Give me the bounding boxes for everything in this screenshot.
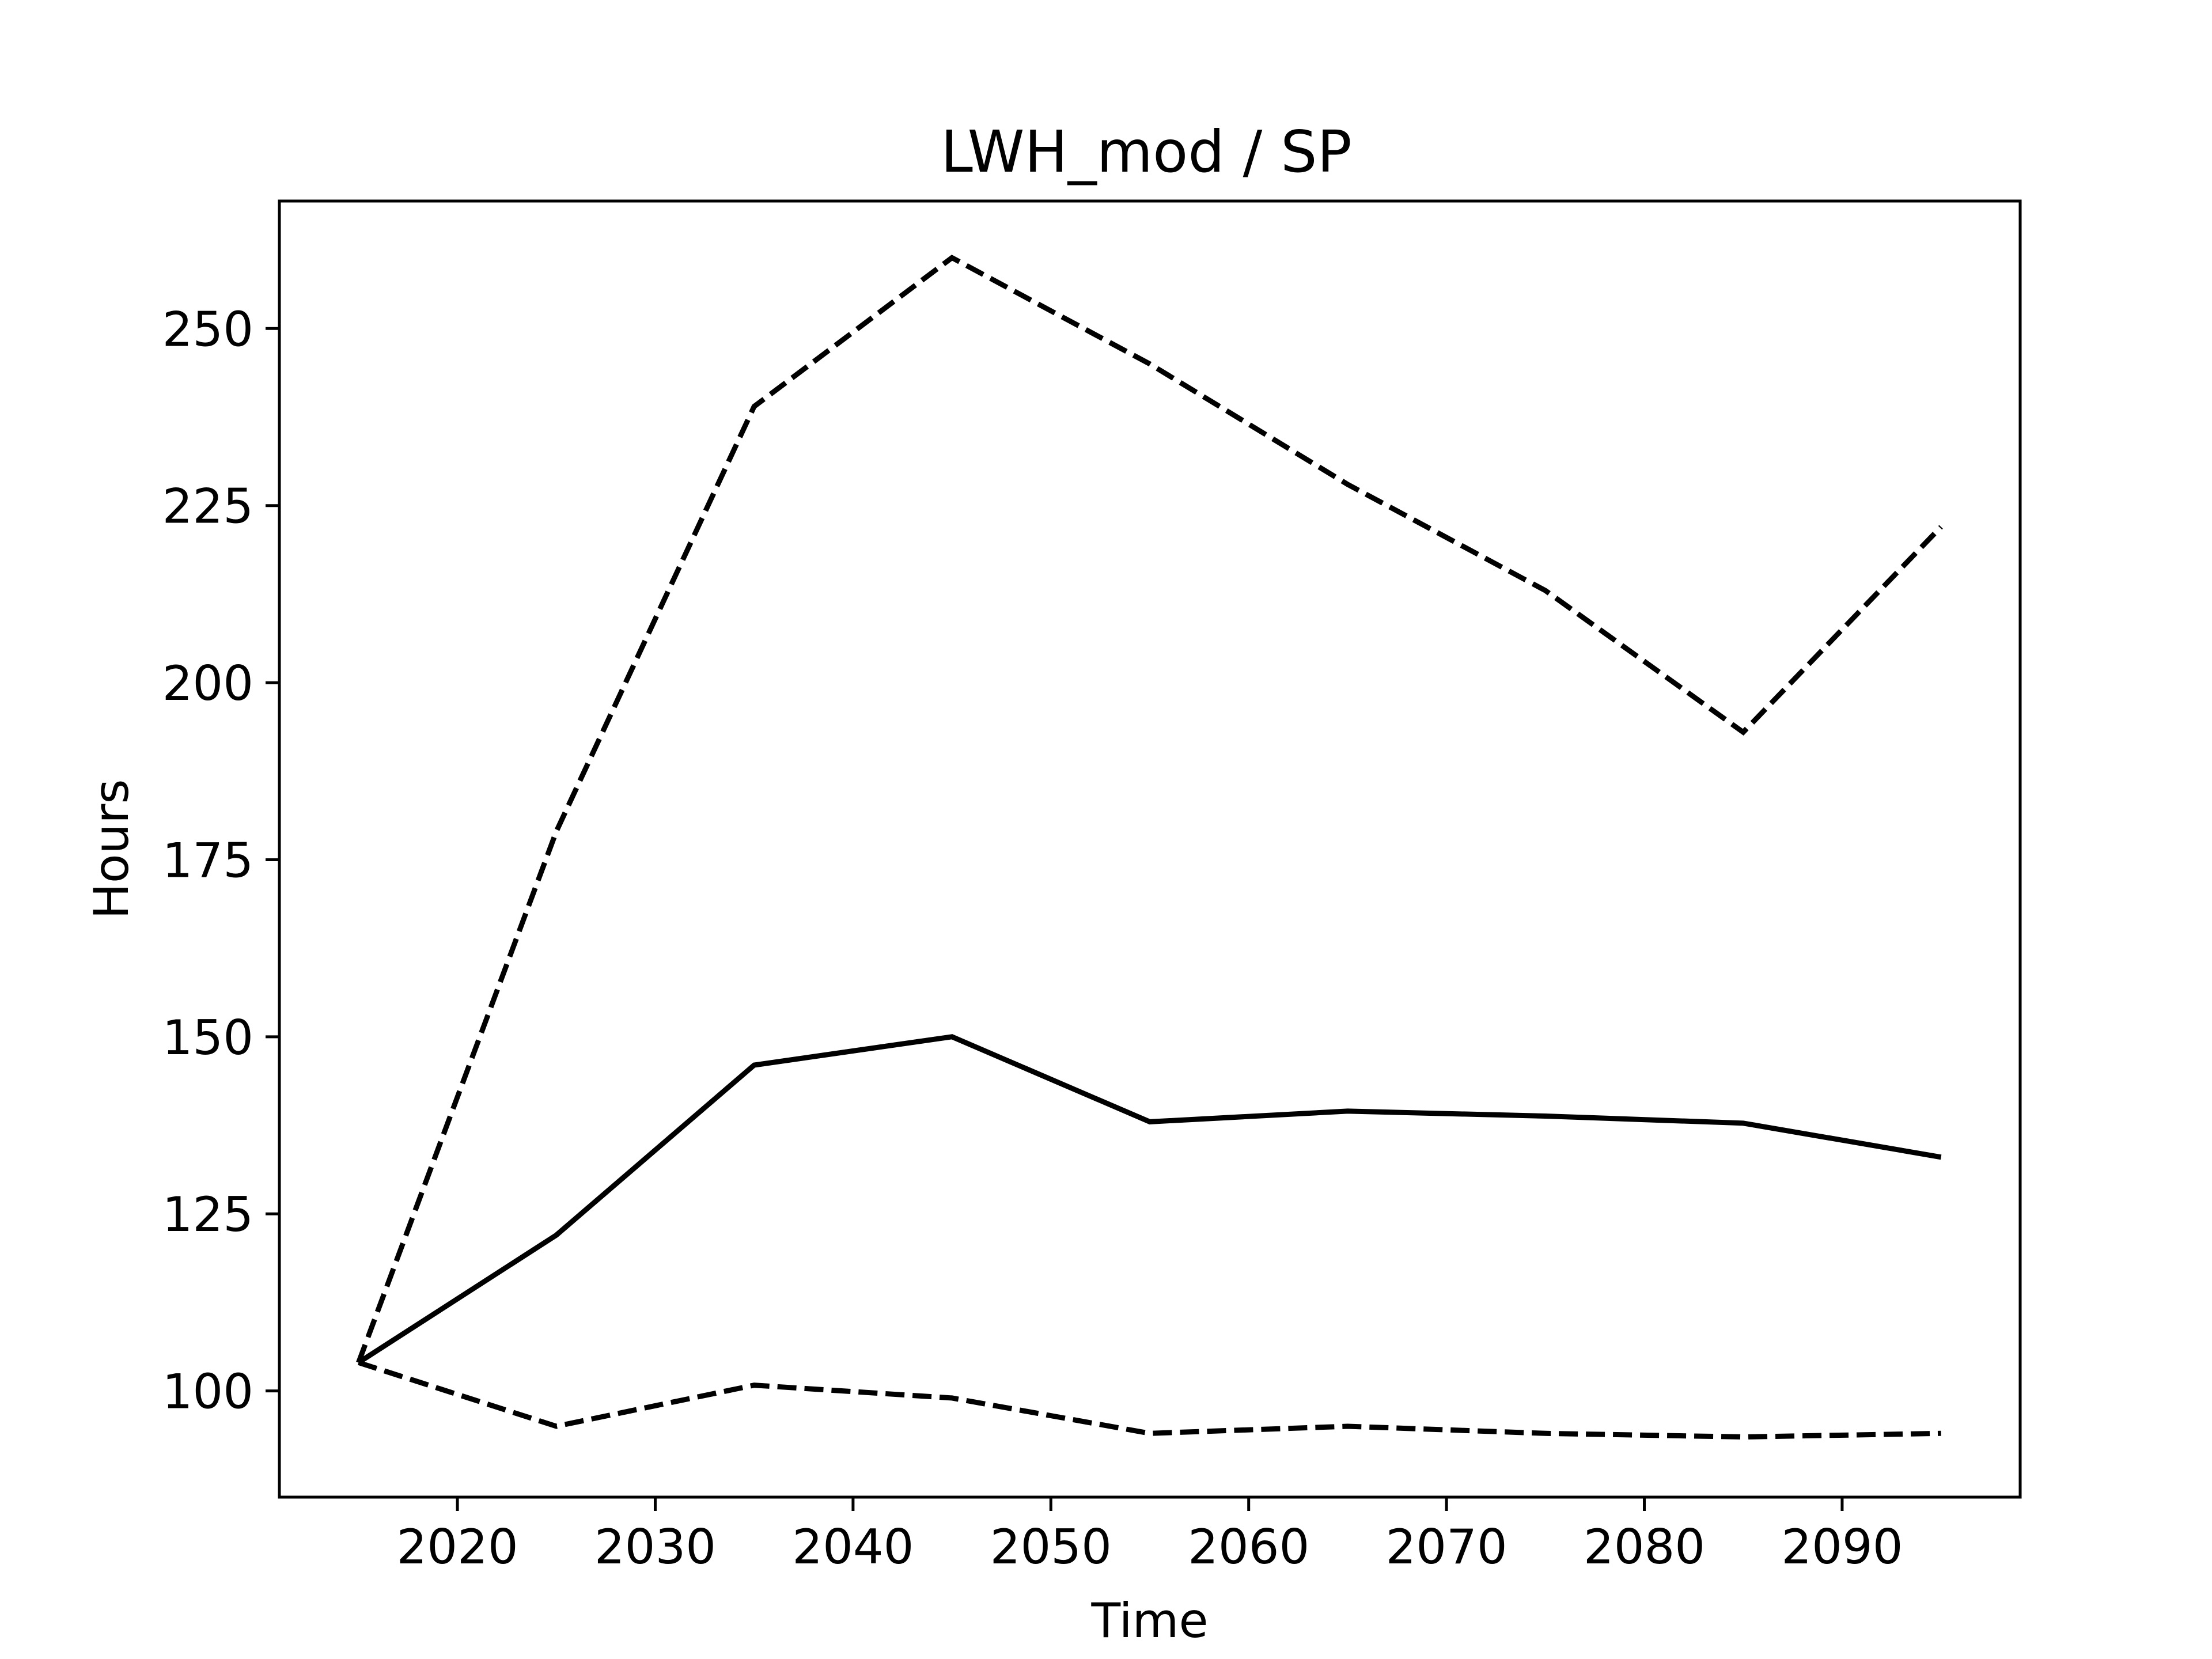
y-axis-label: Hours: [84, 779, 139, 919]
x-tick-label: 2030: [594, 1519, 716, 1575]
x-axis-label: Time: [1090, 1593, 1208, 1649]
x-tick-label: 2090: [1781, 1519, 1903, 1575]
x-tick-label: 2070: [1385, 1519, 1507, 1575]
plot-area-frame: [278, 199, 2022, 1499]
y-tick-label: 175: [162, 832, 253, 888]
x-tick-label: 2060: [1188, 1519, 1309, 1575]
upper-dashed-series-line: [356, 255, 1943, 1363]
x-tick-label: 2040: [792, 1519, 914, 1575]
y-tick-label: 225: [162, 479, 253, 535]
y-axis-ticks: 100 125 150 175 200 225 250: [162, 301, 279, 1420]
x-tick-label: 2080: [1584, 1519, 1705, 1575]
y-tick-label: 250: [162, 301, 253, 357]
x-tick-label: 2020: [396, 1519, 518, 1575]
series-lines: [356, 255, 1943, 1440]
y-tick-label: 125: [162, 1187, 253, 1243]
y-tick-label: 200: [162, 656, 253, 711]
lower-dashed-series-line: [358, 1360, 1941, 1440]
x-tick-label: 2050: [990, 1519, 1112, 1575]
x-axis-ticks: 2020 2030 2040 2050 2060 2070 2080 2090: [396, 1497, 1903, 1575]
y-tick-label: 100: [162, 1364, 253, 1420]
median-solid-series-line: [357, 1034, 1942, 1365]
chart-title: LWH_mod / SP: [941, 118, 1352, 185]
y-tick-label: 150: [162, 1010, 253, 1066]
